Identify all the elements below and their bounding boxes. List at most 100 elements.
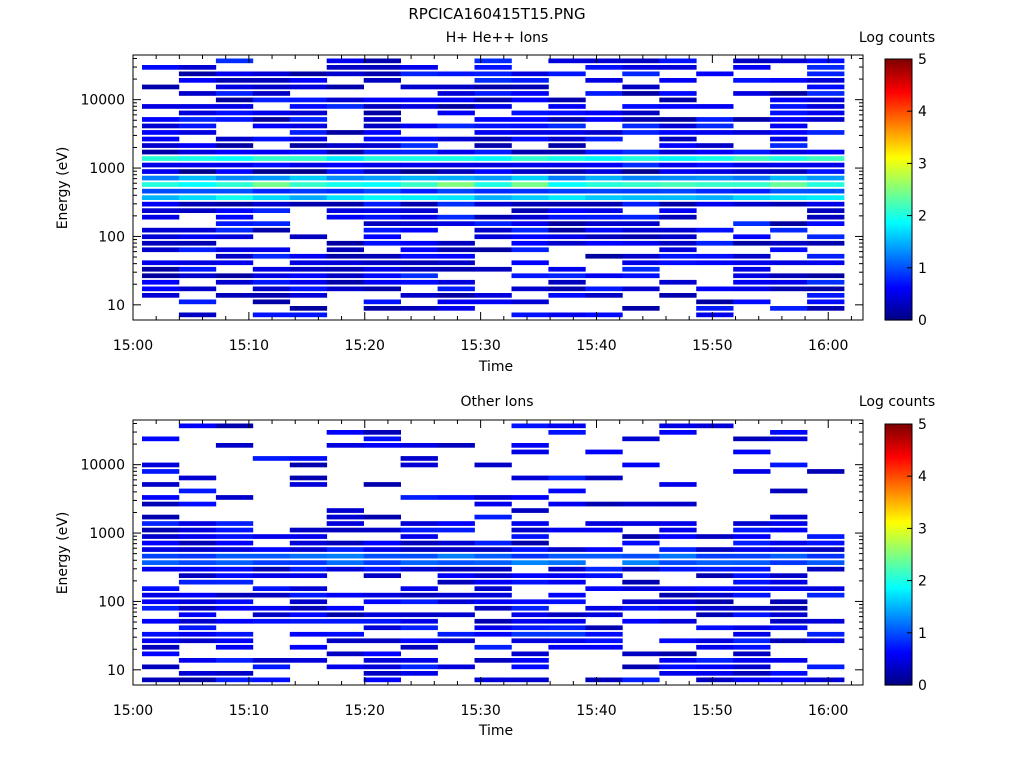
heatmap-cell xyxy=(326,266,364,272)
colorbar-segment xyxy=(885,528,912,532)
heatmap-cell xyxy=(474,573,512,578)
heatmap-cell xyxy=(252,149,291,155)
colorbar-segment xyxy=(885,200,912,204)
x-tick-label: 15:00 xyxy=(113,703,153,719)
heatmap-cell xyxy=(622,501,660,507)
colorbar-segment xyxy=(885,589,912,593)
heatmap-cell xyxy=(696,312,734,318)
heatmap-cells xyxy=(142,423,845,683)
heatmap-cell xyxy=(696,566,734,572)
heatmap-cell xyxy=(696,156,734,161)
heatmap-cell xyxy=(400,306,438,311)
colorbar-segment xyxy=(885,189,912,193)
heatmap-cell xyxy=(807,91,845,96)
heatmap-cell xyxy=(733,540,771,546)
heatmap-cell xyxy=(215,631,254,637)
colorbar-segment xyxy=(885,491,912,495)
heatmap-cell xyxy=(659,671,697,676)
heatmap-cell xyxy=(142,560,180,565)
heatmap-cell xyxy=(659,253,697,259)
heatmap-cell xyxy=(178,312,217,318)
colorbar-segment xyxy=(885,556,912,560)
heatmap-cell xyxy=(733,156,771,161)
heatmap-cell xyxy=(511,136,549,142)
heatmap-cell xyxy=(548,234,586,240)
heatmap-cell xyxy=(585,273,623,279)
colorbar-segment xyxy=(885,167,912,171)
heatmap-cell xyxy=(770,306,808,311)
heatmap-cell xyxy=(807,677,845,683)
heatmap-cell xyxy=(437,247,475,253)
colorbar-segment xyxy=(885,543,912,547)
colorbar-segment xyxy=(885,176,912,180)
x-tick-label: 16:00 xyxy=(808,703,848,719)
heatmap-cell xyxy=(548,201,586,207)
heatmap-cell xyxy=(400,162,438,168)
heatmap-cell xyxy=(142,586,180,591)
heatmap-cell xyxy=(696,534,734,539)
colorbar-segment xyxy=(885,447,912,451)
heatmap-cell xyxy=(178,677,217,683)
heatmap-cell xyxy=(437,149,475,155)
colorbar-segment xyxy=(885,130,912,134)
heatmap-cell xyxy=(511,182,549,187)
heatmap-cell xyxy=(215,71,254,77)
heatmap-cell xyxy=(252,110,291,116)
colorbar-segment xyxy=(885,272,912,275)
heatmap-cell xyxy=(400,169,438,174)
heatmap-cell xyxy=(548,488,586,494)
heatmap-cell xyxy=(326,247,364,253)
heatmap-cell xyxy=(733,573,771,578)
heatmap-cell xyxy=(585,644,623,650)
heatmap-cell xyxy=(400,592,438,598)
heatmap-cell xyxy=(252,97,291,103)
heatmap-cell xyxy=(178,234,217,240)
heatmap-cell xyxy=(807,208,845,213)
colorbar-segment xyxy=(885,630,912,634)
heatmap-cell xyxy=(252,273,291,279)
colorbar-segment xyxy=(885,511,912,514)
heatmap-cell xyxy=(474,553,512,559)
heatmap-cell xyxy=(215,195,254,200)
heatmap-cell xyxy=(326,169,364,174)
heatmap-cell xyxy=(252,312,291,318)
heatmap-cell xyxy=(807,234,845,240)
heatmap-cell xyxy=(659,592,697,598)
heatmap-cell xyxy=(400,149,438,155)
heatmap-cell xyxy=(696,201,734,207)
colorbar-segment xyxy=(885,300,912,304)
colorbar-segment xyxy=(885,598,912,601)
heatmap-cell xyxy=(178,162,217,168)
heatmap-cell xyxy=(474,566,512,572)
heatmap-cell xyxy=(252,618,291,624)
heatmap-cell xyxy=(511,612,549,618)
heatmap-cell xyxy=(807,175,845,181)
heatmap-cell xyxy=(474,169,512,174)
colorbar-segment xyxy=(885,196,912,199)
heatmap-cell xyxy=(696,671,734,676)
heatmap-cell xyxy=(548,560,586,565)
heatmap-cell xyxy=(622,586,660,591)
heatmap-cell xyxy=(659,117,697,122)
heatmap-cell xyxy=(437,592,475,598)
plot-frame xyxy=(132,54,864,321)
heatmap-cell xyxy=(400,84,438,90)
heatmap-cell xyxy=(474,84,512,90)
heatmap-cell xyxy=(474,104,512,109)
heatmap-cell xyxy=(400,540,438,546)
heatmap-cell xyxy=(622,221,660,226)
colorbar-segment xyxy=(885,85,912,88)
heatmap-cell xyxy=(178,540,217,546)
heatmap-cell xyxy=(770,78,808,83)
heatmap-cell xyxy=(252,71,291,77)
heatmap-cell xyxy=(437,188,475,194)
heatmap-cell xyxy=(178,618,217,624)
colorbar-segment xyxy=(885,119,912,123)
heatmap-cell xyxy=(215,162,254,168)
heatmap-cell xyxy=(511,495,549,500)
colorbar-segment xyxy=(885,552,912,556)
heatmap-cell xyxy=(807,293,845,298)
heatmap-cell xyxy=(252,299,291,305)
heatmap-cell xyxy=(326,521,364,526)
colorbar-segment xyxy=(885,215,912,219)
